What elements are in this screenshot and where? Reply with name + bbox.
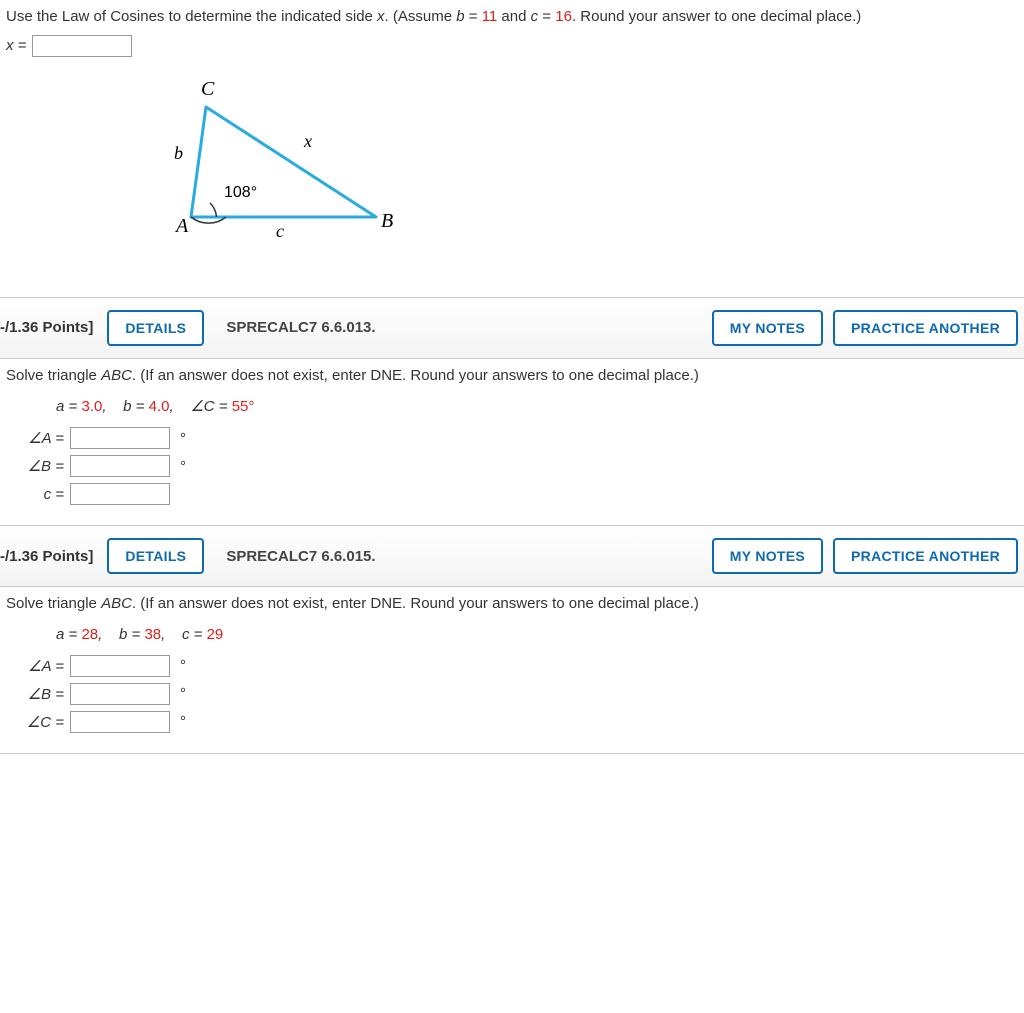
q1-x: x [377, 8, 385, 25]
q1-text: Use the Law of Cosines to determine the … [6, 8, 377, 25]
triangle-figure: C A B b c x 108° [146, 77, 1018, 247]
details-button[interactable]: DETAILS [107, 310, 204, 346]
q1-cval: 16 [555, 8, 572, 25]
question-text: Solve triangle ABC. (If an answer does n… [6, 365, 1018, 388]
question-ref: SPRECALC7 6.6.015. [226, 548, 375, 565]
answer-input-x[interactable] [32, 35, 132, 57]
answer-input-A[interactable] [70, 427, 170, 449]
side-c: c [276, 221, 284, 241]
answer-label-A: ∠A = [24, 429, 64, 447]
answer-label-A: ∠A = [24, 657, 64, 675]
answer-input-C[interactable] [70, 711, 170, 733]
answer-input-A[interactable] [70, 655, 170, 677]
given-values: a = 28, b = 38, c = 29 [56, 626, 1018, 643]
points-label: -/1.36 Points] [0, 548, 93, 565]
angle-108: 108° [224, 184, 257, 201]
question-1: Use the Law of Cosines to determine the … [0, 0, 1024, 298]
answer-row-angleA: ∠A = ° [24, 427, 1018, 449]
my-notes-button[interactable]: MY NOTES [712, 310, 823, 346]
question-text: Use the Law of Cosines to determine the … [6, 6, 1018, 29]
given-values: a = 3.0, b = 4.0, ∠C = 55° [56, 397, 1018, 415]
practice-another-button[interactable]: PRACTICE ANOTHER [833, 538, 1018, 574]
side-x: x [303, 131, 312, 151]
answer-row-angleB: ∠B = ° [24, 455, 1018, 477]
degree-symbol: ° [180, 713, 186, 730]
q1-b: b [456, 8, 464, 25]
my-notes-button[interactable]: MY NOTES [712, 538, 823, 574]
answer-label-c: c = [24, 486, 64, 503]
question-3-body: Solve triangle ABC. (If an answer does n… [0, 587, 1024, 753]
degree-symbol: ° [180, 430, 186, 447]
answer-label-C: ∠C = [24, 713, 64, 731]
answer-label-x: x = [6, 37, 26, 54]
answer-row-angleC: ∠C = ° [24, 711, 1018, 733]
points-label: -/1.36 Points] [0, 319, 93, 336]
vertex-A: A [174, 215, 189, 237]
question-3-header: -/1.36 Points] DETAILS SPRECALC7 6.6.015… [0, 526, 1024, 587]
vertex-C: C [201, 78, 215, 100]
question-ref: SPRECALC7 6.6.013. [226, 319, 375, 336]
degree-symbol: ° [180, 685, 186, 702]
degree-symbol: ° [180, 657, 186, 674]
answer-input-c[interactable] [70, 483, 170, 505]
vertex-B: B [381, 210, 393, 232]
answer-row-c: c = [24, 483, 1018, 505]
question-2-body: Solve triangle ABC. (If an answer does n… [0, 359, 1024, 526]
answer-row-angleB: ∠B = ° [24, 683, 1018, 705]
answer-label-B: ∠B = [24, 685, 64, 703]
side-b: b [174, 143, 183, 163]
question-2-header: -/1.36 Points] DETAILS SPRECALC7 6.6.013… [0, 298, 1024, 359]
practice-another-button[interactable]: PRACTICE ANOTHER [833, 310, 1018, 346]
q1-bval: 11 [482, 8, 498, 25]
answer-input-B[interactable] [70, 683, 170, 705]
details-button[interactable]: DETAILS [107, 538, 204, 574]
degree-symbol: ° [180, 458, 186, 475]
answer-label-B: ∠B = [24, 457, 64, 475]
answer-row-angleA: ∠A = ° [24, 655, 1018, 677]
answer-input-B[interactable] [70, 455, 170, 477]
answer-row-x: x = [6, 35, 1018, 57]
question-text: Solve triangle ABC. (If an answer does n… [6, 593, 1018, 616]
